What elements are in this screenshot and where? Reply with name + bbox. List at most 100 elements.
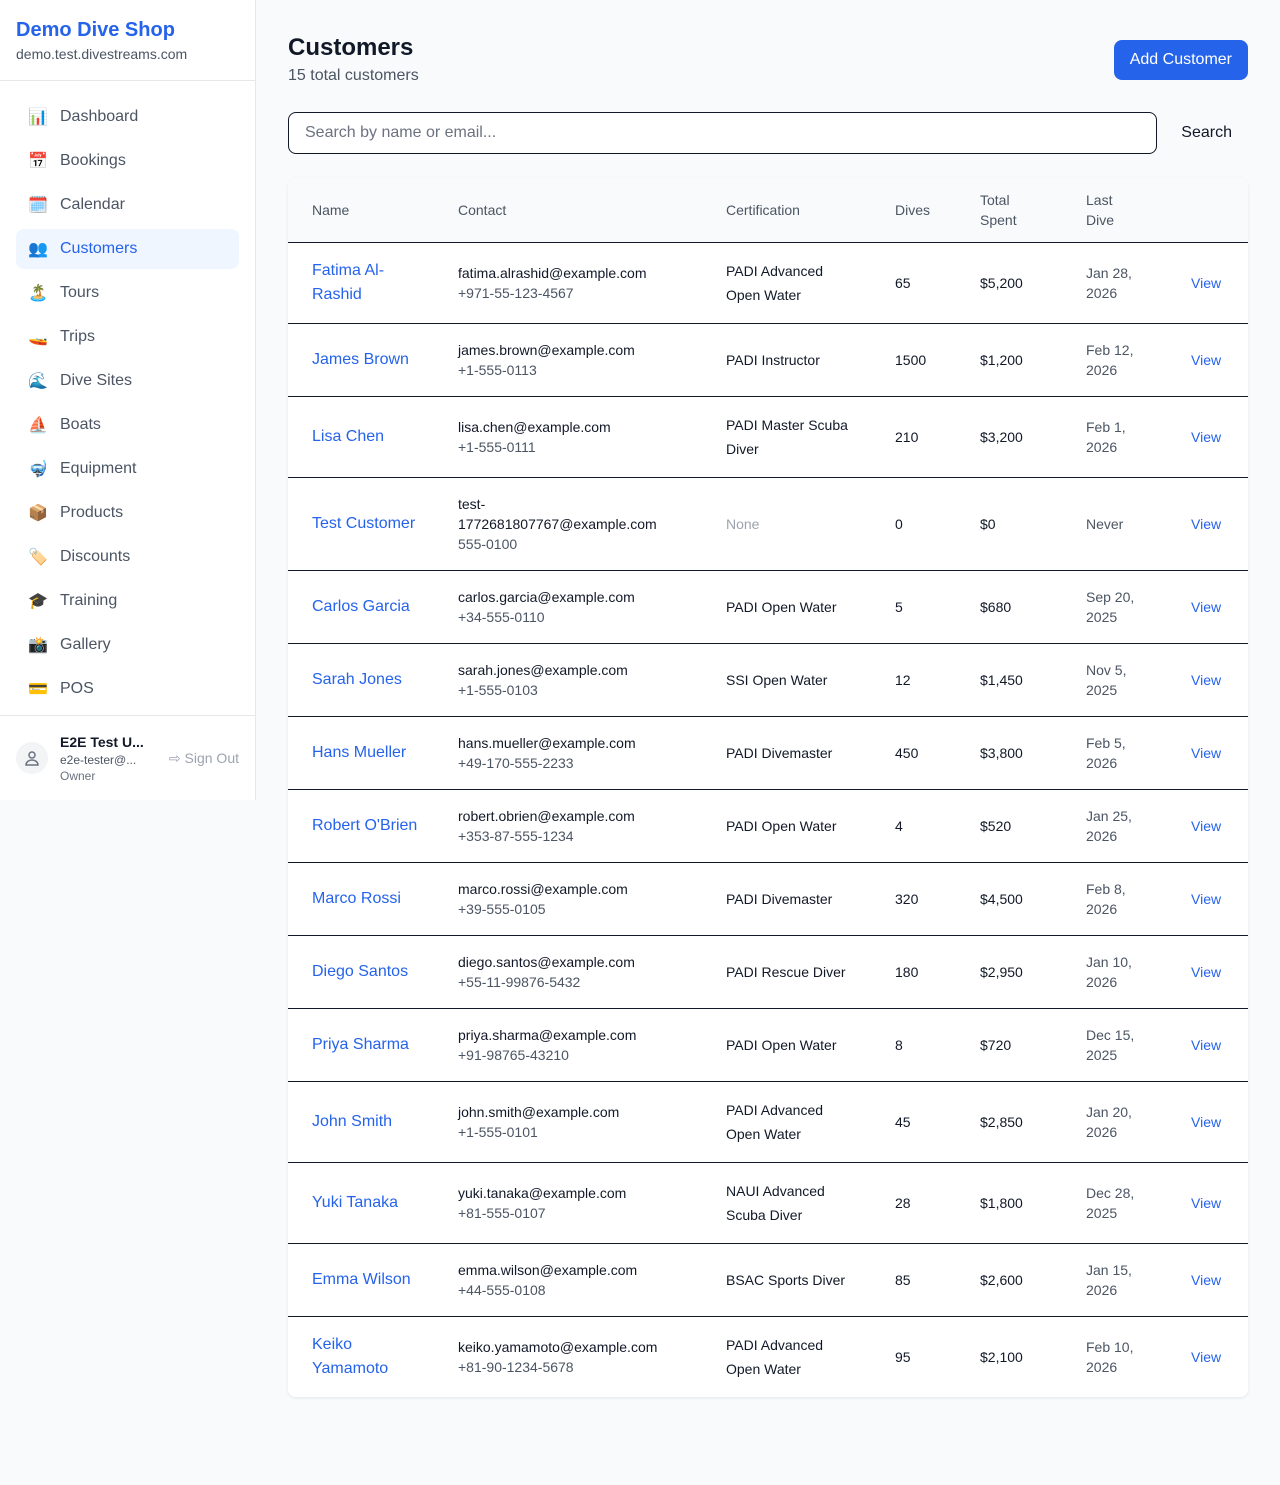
view-customer-link[interactable]: View: [1191, 963, 1222, 980]
customer-name-link[interactable]: Carlos Garcia: [312, 597, 410, 615]
sidebar-item-bookings[interactable]: 📅 Bookings: [16, 141, 239, 181]
speedboat-icon: 🚤: [28, 329, 48, 346]
sidebar-item-customers[interactable]: 👥 Customers: [16, 229, 239, 269]
customer-last-dive: Dec 15, 2025: [1086, 1026, 1135, 1063]
customer-email: carlos.garcia@example.com: [458, 588, 635, 605]
customer-name-link[interactable]: John Smith: [312, 1112, 393, 1130]
table-row: Yuki Tanaka yuki.tanaka@example.com +81-5…: [288, 1162, 1248, 1244]
customer-last-dive: Feb 1, 2026: [1086, 418, 1126, 455]
customer-total-spent: $2,100: [980, 1348, 1023, 1365]
customer-name-link[interactable]: Robert O'Brien: [312, 816, 418, 834]
customer-total-spent: $0: [980, 477, 1086, 571]
sign-out-label: Sign Out: [184, 749, 239, 766]
customer-phone: +1-555-0101: [458, 1123, 538, 1140]
sidebar-item-dashboard[interactable]: 📊 Dashboard: [16, 97, 239, 137]
customer-email: hans.mueller@example.com: [458, 734, 636, 751]
view-customer-link[interactable]: View: [1191, 1348, 1222, 1365]
graduation-cap-icon: 🎓: [28, 593, 48, 610]
tag-icon: 🏷️: [28, 549, 48, 566]
customer-phone: +971-55-123-4567: [458, 284, 574, 301]
customer-name-link[interactable]: Yuki Tanaka: [312, 1193, 398, 1211]
customer-name-link[interactable]: Diego Santos: [312, 962, 409, 980]
view-customer-link[interactable]: View: [1191, 671, 1222, 688]
table-row: Robert O'Brien robert.obrien@example.com…: [288, 789, 1248, 863]
customer-certification: None: [726, 515, 760, 532]
customer-email: diego.santos@example.com: [458, 953, 635, 970]
customer-dives: 28: [895, 1162, 980, 1244]
customer-name-link[interactable]: Marco Rossi: [312, 889, 401, 907]
sidebar-item-trips[interactable]: 🚤 Trips: [16, 317, 239, 357]
user-email: e2e-tester@...: [60, 753, 137, 767]
customer-phone: +44-555-0108: [458, 1281, 546, 1298]
customer-total-spent: $5,200: [980, 242, 1086, 324]
customer-certification: PADI Open Water: [726, 817, 837, 834]
table-row: John Smith john.smith@example.com +1-555-…: [288, 1081, 1248, 1163]
view-customer-link[interactable]: View: [1191, 744, 1222, 761]
customer-name-link[interactable]: Priya Sharma: [312, 1035, 409, 1053]
customers-table: Name Contact Certification Dives Total S…: [288, 178, 1248, 1397]
view-customer-link[interactable]: View: [1191, 1194, 1222, 1211]
search-button[interactable]: Search: [1157, 124, 1248, 142]
sidebar-item-equipment[interactable]: 🤿 Equipment: [16, 449, 239, 489]
customer-dives: 0: [895, 477, 980, 571]
customer-certification: PADI Open Water: [726, 598, 837, 615]
customer-name-link[interactable]: Emma Wilson: [312, 1270, 411, 1288]
sidebar-item-training[interactable]: 🎓 Training: [16, 581, 239, 621]
customer-total-spent: $4,500: [980, 862, 1086, 936]
search-input[interactable]: [288, 112, 1158, 154]
customer-phone: +91-98765-43210: [458, 1046, 569, 1063]
view-customer-link[interactable]: View: [1191, 515, 1222, 532]
add-customer-button[interactable]: Add Customer: [1113, 40, 1248, 80]
customer-name-link[interactable]: Test Customer: [312, 514, 416, 532]
view-customer-link[interactable]: View: [1191, 351, 1222, 368]
customer-email: james.brown@example.com: [458, 341, 635, 358]
customer-name-link[interactable]: Fatima Al-Rashid: [312, 261, 385, 303]
shop-name[interactable]: Demo Dive Shop: [16, 19, 175, 41]
view-customer-link[interactable]: View: [1191, 890, 1222, 907]
sidebar-item-calendar[interactable]: 🗓️ Calendar: [16, 185, 239, 225]
customer-certification: NAUI Advanced Scuba Diver: [726, 1182, 825, 1223]
sidebar-nav: 📊 Dashboard 📅 Bookings 🗓️ Calendar 👥 Customers 🏝…: [0, 81, 255, 709]
bar-chart-icon: 📊: [28, 109, 48, 126]
calendar-date-icon: 📅: [28, 153, 48, 170]
customer-email: priya.sharma@example.com: [458, 1026, 637, 1043]
customer-name-link[interactable]: Sarah Jones: [312, 670, 402, 688]
view-customer-link[interactable]: View: [1191, 1036, 1222, 1053]
sidebar-item-pos[interactable]: 💳 POS: [16, 669, 239, 709]
view-customer-link[interactable]: View: [1191, 1271, 1222, 1288]
sidebar-item-label: Gallery: [60, 636, 111, 653]
sidebar-item-dive-sites[interactable]: 🌊 Dive Sites: [16, 361, 239, 401]
table-header-row: Name Contact Certification Dives Total S…: [288, 178, 1248, 243]
package-icon: 📦: [28, 505, 48, 522]
customer-total-spent: $2,600: [980, 1243, 1086, 1317]
customer-email: marco.rossi@example.com: [458, 880, 628, 897]
customer-name-link[interactable]: Hans Mueller: [312, 743, 407, 761]
customer-name-link[interactable]: James Brown: [312, 350, 409, 368]
customer-last-dive: Feb 10, 2026: [1086, 1338, 1134, 1375]
customer-name-link[interactable]: Lisa Chen: [312, 427, 385, 445]
table-row: Carlos Garcia carlos.garcia@example.com +…: [288, 570, 1248, 644]
customer-last-dive: Jan 25, 2026: [1086, 807, 1132, 844]
customer-dives: 1500: [895, 323, 980, 397]
customer-name-link[interactable]: Keiko Yamamoto: [312, 1335, 389, 1377]
sidebar-item-discounts[interactable]: 🏷️ Discounts: [16, 537, 239, 577]
customer-email: keiko.yamamoto@example.com: [458, 1338, 658, 1355]
view-customer-link[interactable]: View: [1191, 1113, 1222, 1130]
customer-certification: PADI Advanced Open Water: [726, 262, 824, 303]
sidebar-item-gallery[interactable]: 📸 Gallery: [16, 625, 239, 665]
sidebar-item-tours[interactable]: 🏝️ Tours: [16, 273, 239, 313]
customer-certification: PADI Master Scuba Diver: [726, 416, 848, 457]
customer-total-spent: $720: [980, 1008, 1086, 1082]
sidebar-item-products[interactable]: 📦 Products: [16, 493, 239, 533]
sidebar-item-label: Dive Sites: [60, 372, 133, 389]
sign-out-button[interactable]: ⇨ Sign Out: [169, 750, 239, 767]
customer-total-spent: $1,450: [980, 643, 1086, 717]
customer-phone: +34-555-0110: [458, 608, 545, 625]
view-customer-link[interactable]: View: [1191, 817, 1222, 834]
view-customer-link[interactable]: View: [1191, 274, 1222, 291]
sidebar-item-boats[interactable]: ⛵ Boats: [16, 405, 239, 445]
view-customer-link[interactable]: View: [1191, 598, 1222, 615]
view-customer-link[interactable]: View: [1191, 428, 1222, 445]
wave-icon: 🌊: [28, 373, 48, 390]
customer-total-spent: $2,850: [980, 1081, 1086, 1163]
